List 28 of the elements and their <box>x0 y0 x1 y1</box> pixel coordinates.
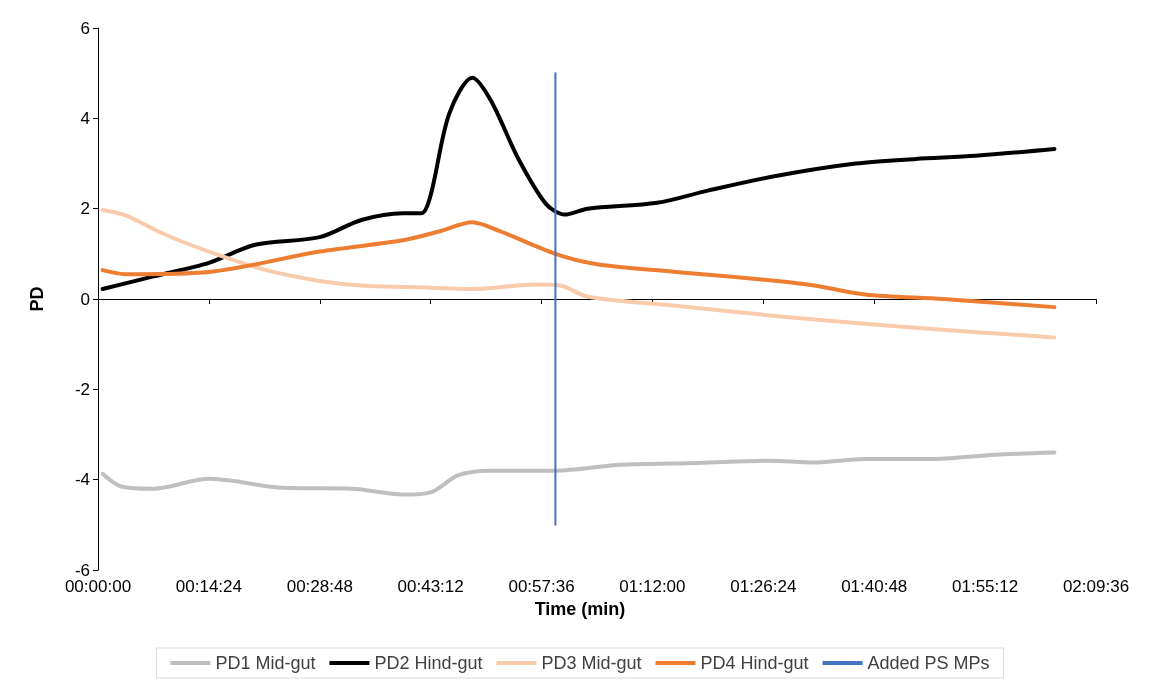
x-tick-label: 00:57:36 <box>508 577 575 596</box>
legend-label: PD3 Mid-gut <box>541 653 642 673</box>
legend-label: PD1 Mid-gut <box>215 653 316 673</box>
y-tick-label: -4 <box>74 470 90 490</box>
x-tick-label: 02:09:36 <box>1062 577 1130 596</box>
line-series <box>100 450 1057 497</box>
y-tick-label: -6 <box>74 560 90 580</box>
x-axis-title: Time (min) <box>534 599 626 619</box>
y-tick-label: 0 <box>80 289 90 309</box>
legend-label: PD4 Hind-gut <box>700 653 809 673</box>
x-tick-label: 00:43:12 <box>397 577 464 596</box>
y-tick-label: 2 <box>80 199 90 219</box>
x-tick-label: 01:12:00 <box>619 577 686 596</box>
legend-label: PD2 Hind-gut <box>374 653 483 673</box>
x-tick-label: 00:00:00 <box>64 577 132 596</box>
x-tick-label: 01:26:24 <box>730 577 797 596</box>
y-axis-title: PD <box>27 286 47 312</box>
x-tick-label: 01:55:12 <box>952 577 1019 596</box>
line-series <box>100 220 1057 310</box>
line-series <box>100 75 1057 292</box>
y-tick-label: 6 <box>80 18 90 38</box>
x-tick-label: 00:28:48 <box>286 577 353 596</box>
x-tick-label: 01:40:48 <box>841 577 908 596</box>
x-tick-label: 00:14:24 <box>175 577 242 596</box>
legend-label: Added PS MPs <box>867 653 990 673</box>
y-tick-label: -2 <box>74 379 90 399</box>
y-tick-label: 4 <box>80 108 90 128</box>
line-series <box>100 208 1057 340</box>
